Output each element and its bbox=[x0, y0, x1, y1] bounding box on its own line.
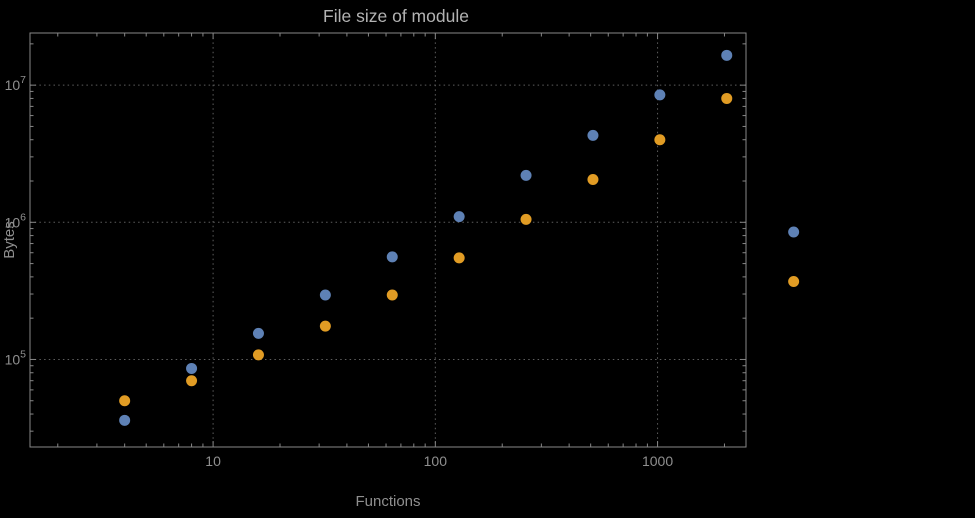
scatter-point-blue bbox=[386, 251, 398, 263]
y-tick-label: 105 bbox=[5, 348, 27, 367]
y-tick-label: 107 bbox=[5, 74, 27, 93]
grid-layer bbox=[30, 33, 746, 447]
frame-layer bbox=[29, 32, 747, 448]
scatter-point-blue bbox=[186, 362, 198, 374]
scatter-point-orange bbox=[721, 92, 733, 104]
scatter-point-orange bbox=[319, 320, 331, 332]
scatter-point-orange bbox=[453, 252, 465, 264]
scatter-point-orange bbox=[386, 289, 398, 301]
scatter-point-blue bbox=[654, 89, 666, 101]
scatter-point-orange bbox=[520, 213, 532, 225]
chart-title: File size of module bbox=[323, 6, 469, 26]
y-axis-label: Bytes bbox=[1, 221, 18, 259]
tick-label-layer: 10 100 1000 105 106 107 bbox=[5, 74, 674, 469]
plot-frame bbox=[29, 32, 747, 448]
scatter-point-orange bbox=[788, 276, 800, 288]
scatter-point-blue bbox=[520, 169, 532, 181]
scatter-point-orange bbox=[119, 395, 131, 407]
scatter-point-blue bbox=[587, 129, 599, 141]
scatter-point-blue bbox=[119, 414, 131, 426]
scatter-point-orange bbox=[587, 174, 599, 186]
scatter-point-orange bbox=[252, 349, 264, 361]
scatter-point-blue bbox=[319, 289, 331, 301]
x-tick-label: 10 bbox=[205, 453, 221, 469]
scatter-point-orange bbox=[654, 134, 666, 146]
scatter-point-blue bbox=[252, 327, 264, 339]
scatter-point-blue bbox=[788, 226, 800, 238]
scatter-point-orange bbox=[186, 375, 198, 387]
point-layer bbox=[119, 49, 800, 426]
x-tick-label: 100 bbox=[424, 453, 448, 469]
y-tick-label: 106 bbox=[5, 211, 27, 230]
scatter-point-blue bbox=[721, 49, 733, 61]
x-axis-label: Functions bbox=[355, 493, 420, 510]
tick-layer bbox=[30, 33, 746, 447]
x-tick-label: 1000 bbox=[642, 453, 673, 469]
scatter-point-blue bbox=[453, 211, 465, 223]
